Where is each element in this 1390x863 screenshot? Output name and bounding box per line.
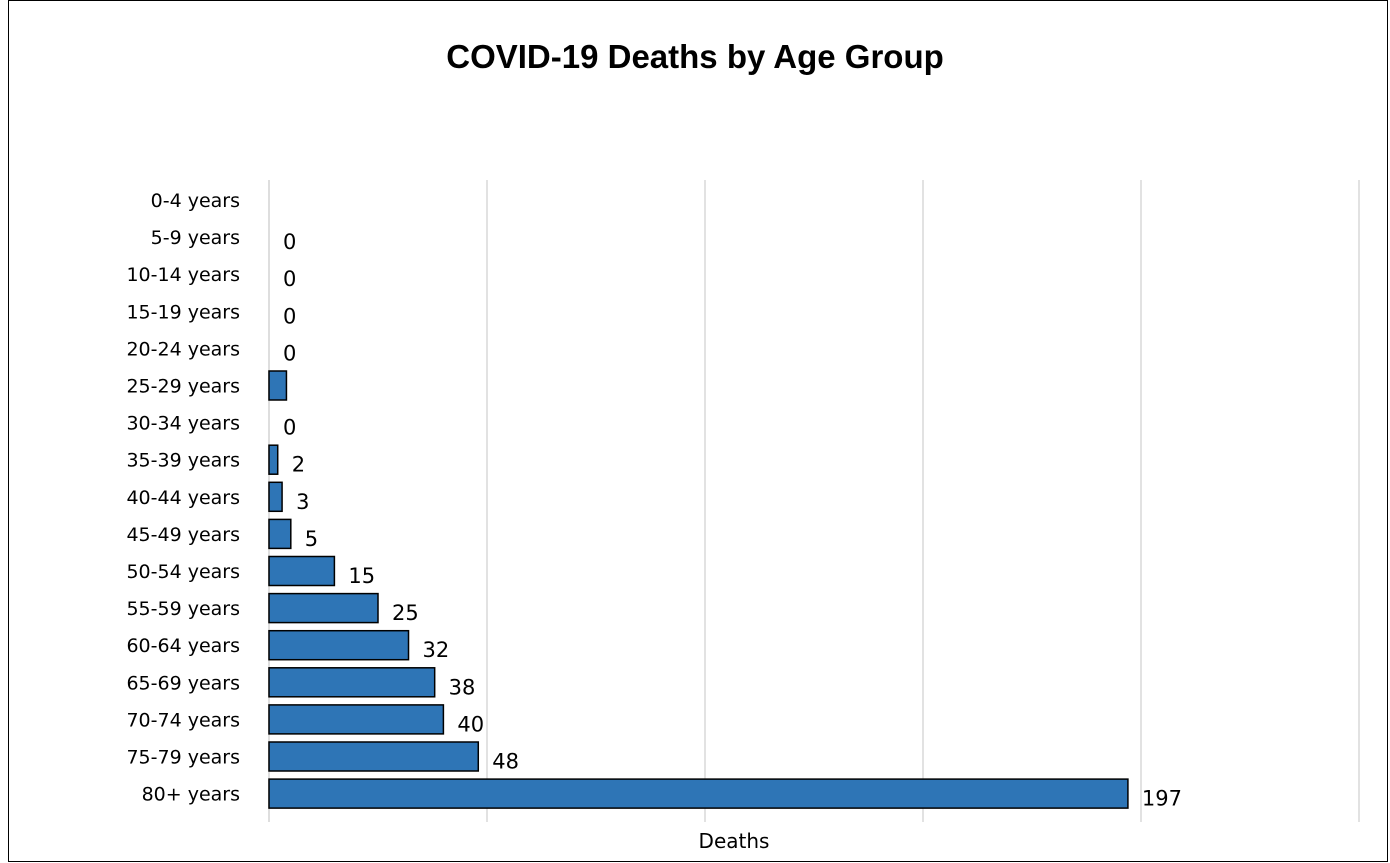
data-label: 0 xyxy=(283,230,296,254)
data-label: 0 xyxy=(283,304,296,328)
bar xyxy=(269,371,286,400)
y-axis-labels: 0-4 years 5-9 years 10-14 years 15-19 years… xyxy=(126,190,240,806)
data-label: 0 xyxy=(283,267,296,291)
data-label: 5 xyxy=(305,527,318,551)
data-label: 197 xyxy=(1142,787,1182,811)
data-label: 32 xyxy=(423,638,450,662)
y-tick-label: 20-24 years xyxy=(126,338,240,360)
y-tick-label: 0-4 years xyxy=(151,190,240,212)
y-tick-label: 60-64 years xyxy=(126,635,240,657)
data-label: 40 xyxy=(457,712,484,736)
data-label: 3 xyxy=(296,490,309,514)
bar xyxy=(269,668,435,697)
bar xyxy=(269,705,443,734)
y-tick-label: 70-74 years xyxy=(126,709,240,731)
y-tick-label: 10-14 years xyxy=(126,264,240,286)
x-axis-label: Deaths xyxy=(699,829,770,853)
bar xyxy=(269,445,278,474)
data-label: 48 xyxy=(492,750,519,774)
data-label: 0 xyxy=(283,416,296,440)
y-tick-label: 30-34 years xyxy=(126,413,240,435)
y-tick-label: 25-29 years xyxy=(126,376,240,398)
bars xyxy=(269,371,1128,808)
bar xyxy=(269,482,282,511)
y-tick-label: 50-54 years xyxy=(126,561,240,583)
bar xyxy=(269,594,378,623)
data-label: 15 xyxy=(348,564,375,588)
y-tick-label: 65-69 years xyxy=(126,672,240,694)
bar xyxy=(269,631,409,660)
bar xyxy=(269,557,334,586)
bar xyxy=(269,742,478,771)
y-tick-label: 5-9 years xyxy=(151,227,240,249)
data-label: 38 xyxy=(449,675,476,699)
y-tick-label: 40-44 years xyxy=(126,487,240,509)
y-tick-label: 80+ years xyxy=(142,784,240,806)
y-tick-label: 55-59 years xyxy=(126,598,240,620)
bar xyxy=(269,779,1128,808)
y-tick-label: 45-49 years xyxy=(126,524,240,546)
y-tick-label: 35-39 years xyxy=(126,450,240,472)
data-label: 2 xyxy=(292,453,305,477)
data-label: 25 xyxy=(392,601,419,625)
bar xyxy=(269,519,291,548)
y-tick-label: 75-79 years xyxy=(126,747,240,769)
data-label: 0 xyxy=(283,341,296,365)
y-tick-label: 15-19 years xyxy=(126,301,240,323)
